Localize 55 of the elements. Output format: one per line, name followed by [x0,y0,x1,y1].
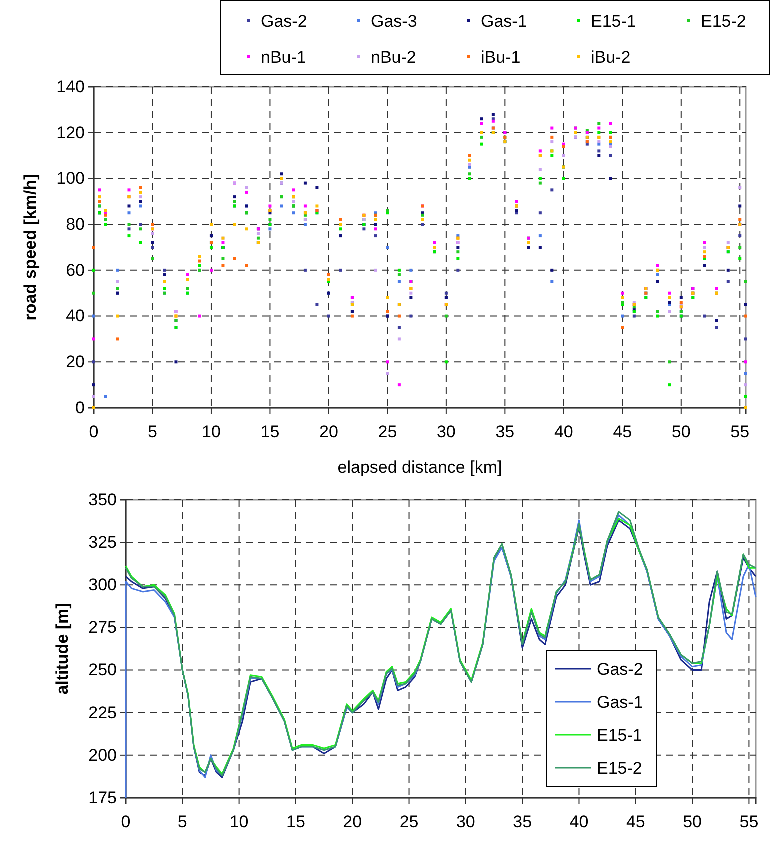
y-tick-label: 300 [88,576,117,595]
legend-label: E15-1 [591,12,636,31]
legend-label: Gas-3 [371,12,418,31]
x-tick-label: 50 [672,422,691,442]
x-tick-label: 55 [740,812,759,832]
x-tick-label: 15 [260,422,280,442]
y-tick-label: 60 [66,260,85,280]
x-tick-label: 15 [286,812,306,832]
y-tick-label: 200 [88,746,117,765]
x-tick-label: 55 [730,422,750,442]
x-tick-label: 0 [121,812,131,832]
x-tick-label: 35 [496,422,515,442]
x-axis-title: elapsed distance [km] [338,458,502,477]
x-tick-label: 5 [178,812,188,832]
x-tick-label: 45 [626,812,646,832]
legend-label: Gas-1 [481,12,528,31]
x-tick-label: 40 [554,422,574,442]
x-tick-label: 45 [613,422,632,442]
x-tick-label: 20 [319,422,338,442]
y-tick-label: 40 [66,306,85,326]
x-tick-label: 40 [570,812,589,832]
x-tick-label: 10 [202,422,221,442]
y-axis-title: road speed [km/h] [21,174,40,321]
legend-label: E15-2 [701,12,746,31]
x-tick-label: 10 [230,812,249,832]
legend-label: nBu-1 [261,48,306,67]
x-tick-label: 35 [513,812,532,832]
y-tick-label: 350 [88,490,117,510]
y-tick-label: 120 [56,123,85,142]
legend-label: Gas-2 [597,660,644,679]
legend-label: E15-2 [597,759,642,778]
y-tick-label: 0 [76,398,85,418]
x-tick-label: 20 [343,812,362,832]
legend-label: nBu-2 [371,48,416,67]
x-tick-label: 5 [148,422,158,442]
x-tick-label: 25 [378,422,398,442]
y-tick-label: 80 [66,215,85,234]
y-tick-label: 175 [88,788,117,808]
y-tick-label: 100 [56,169,85,188]
x-tick-label: 50 [683,812,702,832]
legend-label: Gas-1 [597,693,644,712]
legend-label: Gas-2 [261,12,308,31]
y-axis-title: altitude [m] [53,603,72,695]
legend-label: iBu-1 [481,48,521,67]
legend-label: iBu-2 [591,48,631,67]
y-tick-label: 325 [88,533,117,552]
legend-label: E15-1 [597,726,642,745]
y-tick-label: 20 [66,352,85,372]
y-tick-label: 250 [88,660,117,680]
x-tick-label: 25 [400,812,419,832]
x-tick-label: 30 [436,422,456,442]
x-tick-label: 30 [456,812,476,832]
y-tick-label: 140 [56,77,85,96]
y-tick-label: 225 [88,703,117,722]
y-tick-label: 275 [88,618,117,638]
